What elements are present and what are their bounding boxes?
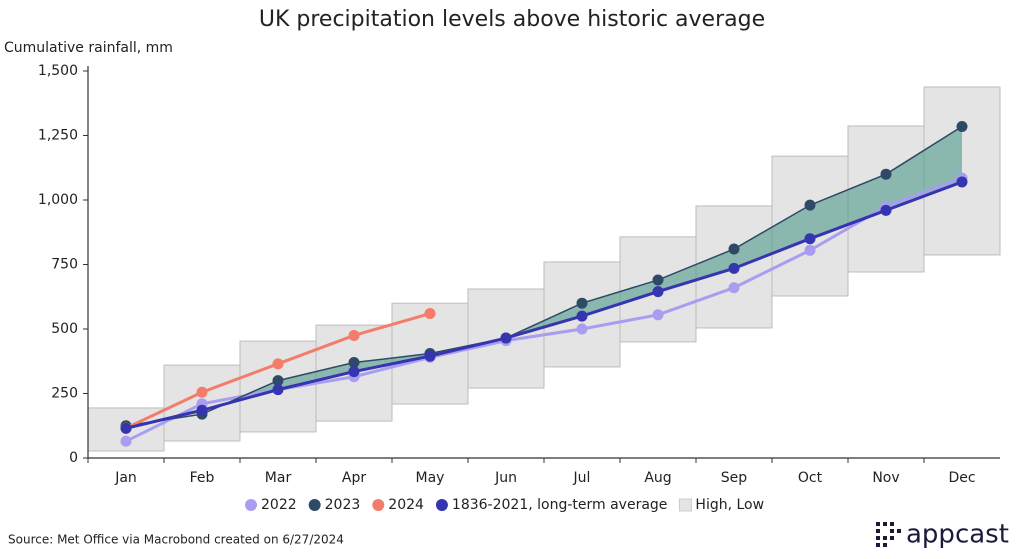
x-tick-label: Apr bbox=[342, 470, 366, 486]
series-point bbox=[728, 243, 740, 255]
legend-label: 2023 bbox=[325, 497, 361, 513]
x-tick-label: Sep bbox=[721, 470, 748, 486]
series-point bbox=[728, 282, 740, 294]
source: Source: Met Office via Macrobond created… bbox=[8, 533, 344, 547]
series-point bbox=[956, 176, 968, 188]
y-tick-label: 1,250 bbox=[38, 128, 78, 144]
series-point bbox=[576, 310, 588, 322]
y-tick-label: 750 bbox=[51, 257, 78, 273]
y-tick-label: 0 bbox=[69, 450, 78, 466]
y-tick-label: 1,000 bbox=[38, 192, 78, 208]
series-point bbox=[424, 308, 436, 320]
chart-title: UK precipitation levels above historic a… bbox=[259, 7, 765, 32]
logo: appcast bbox=[906, 520, 1009, 550]
series-point bbox=[652, 286, 664, 298]
series-point bbox=[880, 168, 892, 180]
y-tick-label: 250 bbox=[51, 386, 78, 402]
series-point bbox=[196, 386, 208, 398]
y-tick-label: 1,500 bbox=[38, 63, 78, 79]
series-point bbox=[348, 366, 360, 378]
series-point bbox=[576, 323, 588, 335]
difference-area bbox=[278, 362, 354, 390]
legend-marker bbox=[308, 499, 321, 511]
difference-area bbox=[810, 174, 886, 239]
x-tick-label: Nov bbox=[872, 470, 899, 486]
series-point bbox=[196, 404, 208, 416]
series-point bbox=[348, 357, 360, 369]
x-tick-label: Jul bbox=[573, 470, 591, 486]
y-axis-label: Cumulative rainfall, mm bbox=[4, 40, 173, 56]
difference-area bbox=[886, 126, 962, 211]
legend-marker bbox=[245, 499, 257, 511]
series-point bbox=[804, 199, 816, 211]
series-point bbox=[272, 384, 284, 396]
series-point bbox=[728, 262, 740, 274]
x-tick-label: Oct bbox=[798, 470, 823, 486]
series-point bbox=[120, 435, 132, 447]
legend-marker bbox=[678, 498, 692, 512]
legend-label: 2022 bbox=[261, 497, 297, 513]
series-point bbox=[500, 332, 512, 344]
x-tick-label: Feb bbox=[190, 470, 215, 486]
difference-area bbox=[658, 249, 734, 292]
legend-label: 1836-2021, long-term average bbox=[452, 497, 668, 513]
legend-marker bbox=[372, 499, 385, 511]
difference-area bbox=[582, 279, 658, 317]
series-line bbox=[125, 180, 963, 430]
series-point bbox=[348, 329, 360, 341]
series-point bbox=[120, 422, 132, 434]
series-point bbox=[576, 297, 588, 309]
x-tick-label: Jan bbox=[114, 470, 137, 486]
series-point bbox=[272, 358, 284, 370]
x-tick-label: Dec bbox=[948, 470, 975, 486]
series-line bbox=[125, 125, 963, 427]
series-point bbox=[424, 350, 436, 362]
series-point bbox=[272, 375, 284, 387]
series-point bbox=[652, 309, 664, 321]
series-point bbox=[956, 120, 968, 132]
x-tick-label: Aug bbox=[644, 470, 671, 486]
difference-area bbox=[734, 205, 810, 269]
x-tick-label: May bbox=[416, 470, 445, 486]
series-point bbox=[804, 233, 816, 245]
logo-icon bbox=[876, 522, 901, 547]
series-point bbox=[804, 244, 816, 256]
y-tick-label: 500 bbox=[51, 321, 78, 337]
legend-marker bbox=[435, 499, 448, 511]
series-point bbox=[880, 204, 892, 216]
x-tick-label: Mar bbox=[265, 470, 292, 486]
legend-label: 2024 bbox=[388, 497, 424, 513]
x-tick-label: Jun bbox=[494, 470, 517, 486]
legend-label: High, Low bbox=[695, 497, 764, 513]
series-point bbox=[652, 274, 664, 286]
